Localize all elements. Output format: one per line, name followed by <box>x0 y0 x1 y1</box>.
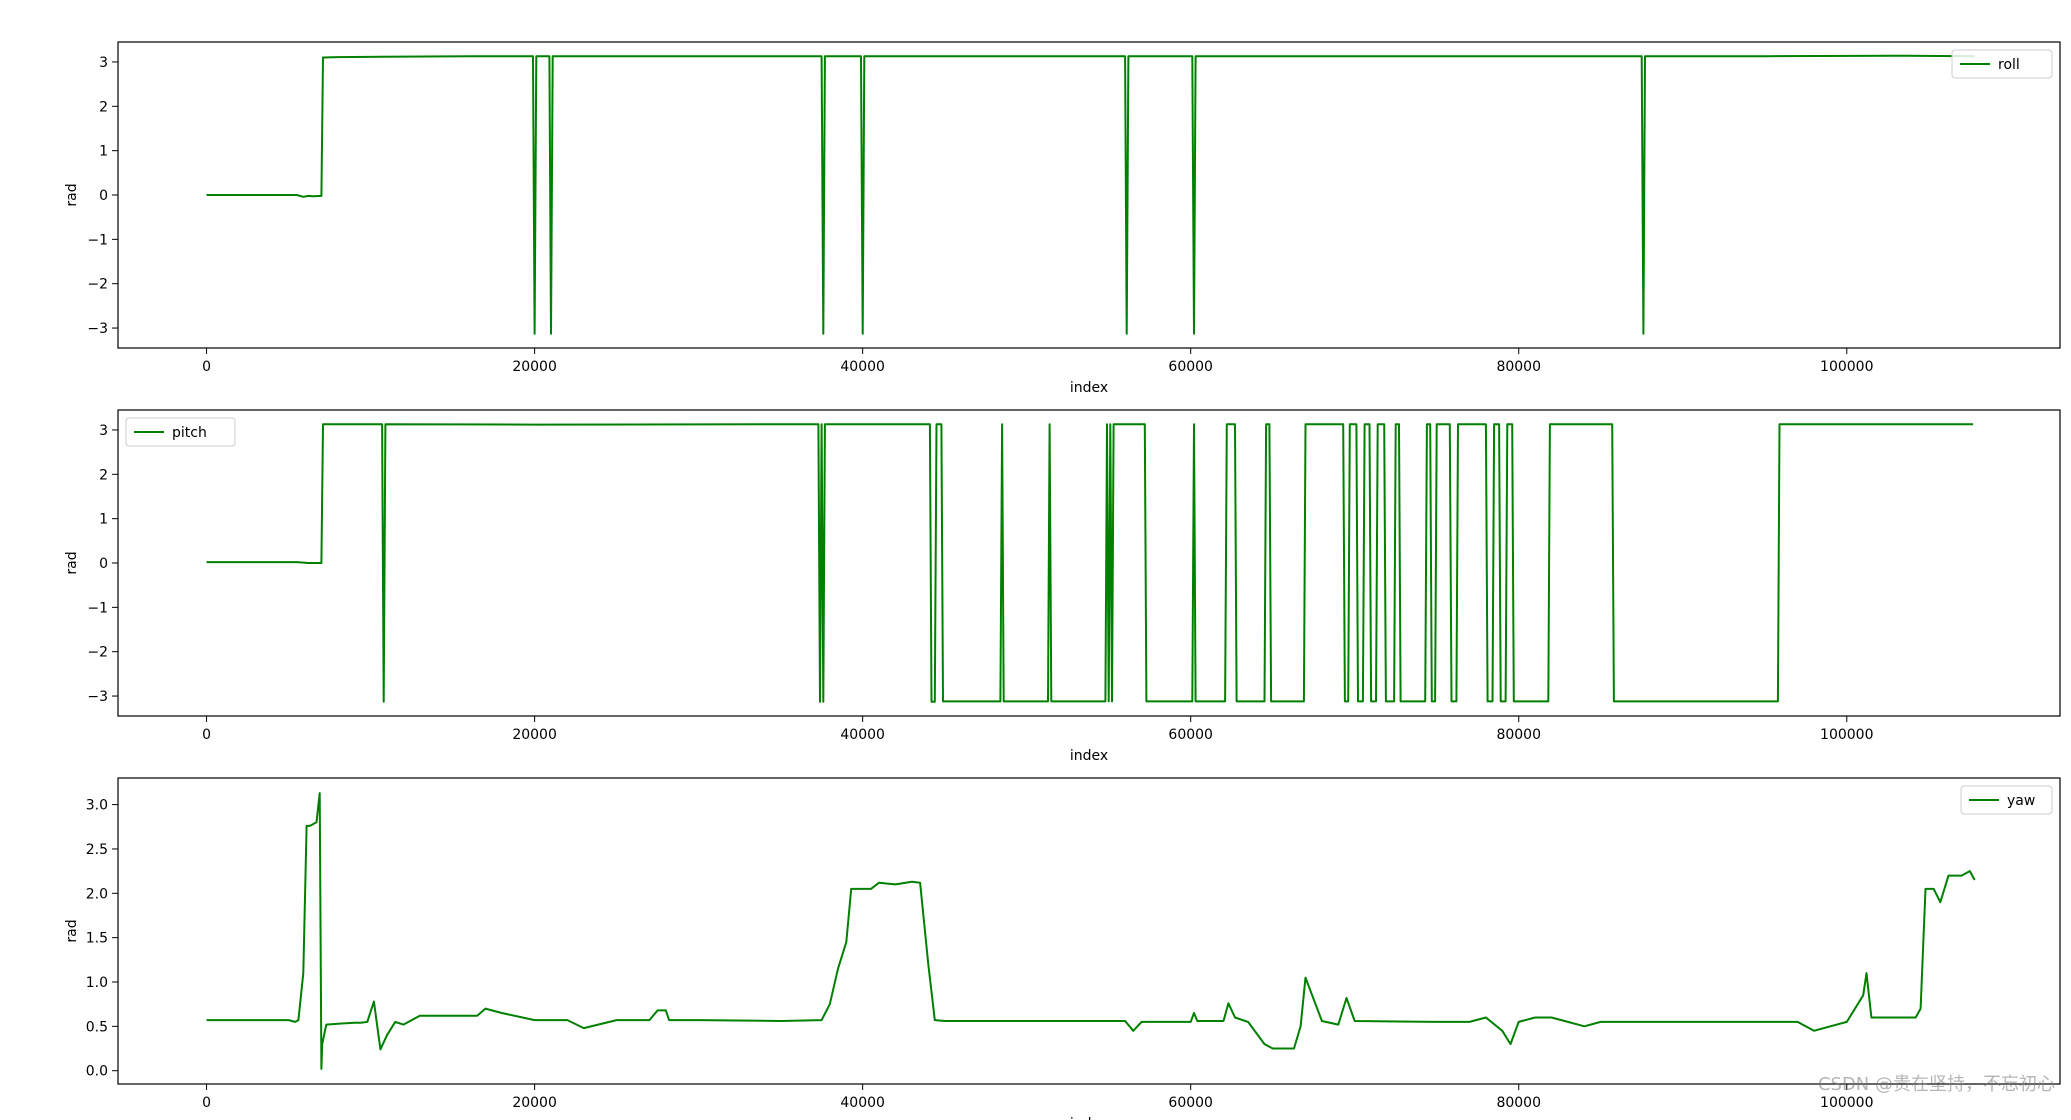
legend-label: roll <box>1998 57 2020 73</box>
x-axis-label: index <box>1070 380 1108 396</box>
series-line-yaw <box>206 792 1976 1070</box>
y-tick-label: 2 <box>99 467 108 483</box>
y-tick-label: 1 <box>99 512 108 528</box>
x-tick-label: 0 <box>202 1095 211 1111</box>
chart-panel-3: 0 20000 40000 60000 80000 100000 0.0 0.5 1.0 1.5 2… <box>64 777 2061 1120</box>
y-tick-label: 0 <box>99 556 108 572</box>
y-tick-label: −3 <box>87 689 108 705</box>
watermark: CSDN @贵在坚持，不忘初心 <box>1817 1074 2055 1095</box>
x-tick-label: 60000 <box>1168 359 1213 375</box>
x-tick-label: 80000 <box>1496 727 1541 743</box>
chart-panel-1: 0 20000 40000 60000 80000 100000 −3 −2 −1 0 1 2 3 ind… <box>64 41 2061 396</box>
x-tick-label: 0 <box>202 359 211 375</box>
x-tick-label: 60000 <box>1168 1095 1213 1111</box>
y-tick-label: 1.0 <box>86 975 108 991</box>
plot-frame <box>117 409 2061 717</box>
x-tick-label: 0 <box>202 727 211 743</box>
legend-box <box>125 417 236 447</box>
y-tick-label: −2 <box>87 277 108 293</box>
x-tick-label: 100000 <box>1820 359 1873 375</box>
x-tick-label: 80000 <box>1496 359 1541 375</box>
y-tick-label: 3 <box>99 55 108 71</box>
x-axis-label: index <box>1070 1116 1108 1120</box>
legend: roll <box>1951 49 2053 79</box>
x-tick-label: 40000 <box>840 727 885 743</box>
y-tick-label: 0.0 <box>86 1064 108 1080</box>
y-tick-label: 0.5 <box>86 1019 108 1035</box>
y-axis-label: rad <box>64 919 80 942</box>
x-tick-label: 40000 <box>840 359 885 375</box>
y-tick-label: 2 <box>99 99 108 115</box>
y-tick-label: −3 <box>87 321 108 337</box>
y-tick-label: −1 <box>87 232 108 248</box>
x-tick-label: 40000 <box>840 1095 885 1111</box>
legend: yaw <box>1960 785 2053 815</box>
series-line-pitch <box>206 423 1974 703</box>
x-tick-label: 100000 <box>1820 1095 1873 1111</box>
legend-label: pitch <box>172 425 207 441</box>
y-axis-label: rad <box>64 551 80 574</box>
y-tick-label: 2.0 <box>86 886 108 902</box>
y-tick-label: 1 <box>99 144 108 160</box>
legend-label: yaw <box>2007 793 2035 809</box>
x-tick-label: 20000 <box>512 1095 557 1111</box>
y-tick-label: 3 <box>99 423 108 439</box>
y-tick-label: 1.5 <box>86 931 108 947</box>
y-tick-label: 3.0 <box>86 798 108 814</box>
y-tick-label: 0 <box>99 188 108 204</box>
x-tick-label: 20000 <box>512 359 557 375</box>
x-tick-label: 100000 <box>1820 727 1873 743</box>
x-tick-label: 20000 <box>512 727 557 743</box>
plot-frame <box>117 41 2061 349</box>
legend: pitch <box>125 417 236 447</box>
legend-box <box>1960 785 2053 815</box>
y-axis-label: rad <box>64 183 80 206</box>
x-tick-label: 60000 <box>1168 727 1213 743</box>
x-axis-label: index <box>1070 748 1108 764</box>
y-tick-label: −2 <box>87 645 108 661</box>
y-tick-label: 2.5 <box>86 842 108 858</box>
y-tick-label: −1 <box>87 600 108 616</box>
chart-panel-2: 0 20000 40000 60000 80000 100000 −3 −2 −1 0 1 2 3 ind… <box>64 409 2061 764</box>
series-line-roll <box>206 54 1975 335</box>
plot-frame <box>117 777 2061 1085</box>
x-tick-label: 80000 <box>1496 1095 1541 1111</box>
legend-box <box>1951 49 2053 79</box>
